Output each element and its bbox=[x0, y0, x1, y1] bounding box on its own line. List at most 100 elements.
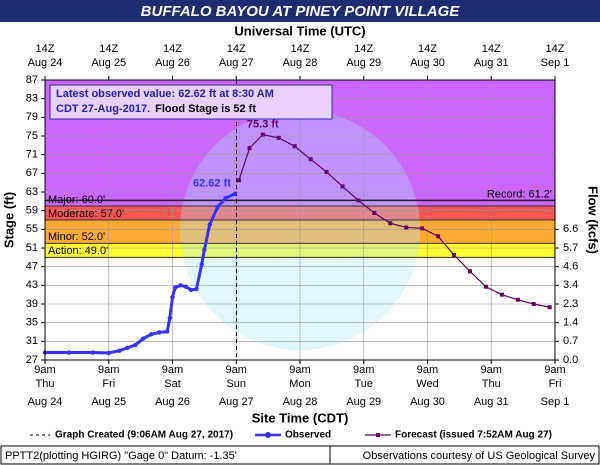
y-tick-label: 83 bbox=[26, 93, 38, 105]
legend-marker bbox=[265, 432, 271, 438]
x-tick-weekday: Fri bbox=[102, 378, 115, 390]
x-tick-date: Aug 29 bbox=[346, 396, 381, 408]
y2-label: Flow (kcfs) bbox=[586, 186, 600, 254]
legend-label: Forecast (issued 7:52AM Aug 27) bbox=[395, 430, 552, 441]
observed-point bbox=[149, 332, 154, 337]
forecast-point bbox=[468, 269, 472, 274]
forecast-point bbox=[436, 234, 441, 239]
x-tick-time: 9am bbox=[481, 364, 502, 376]
x-top-date: Aug 30 bbox=[410, 57, 445, 69]
x-top-utc: 14Z bbox=[36, 43, 55, 55]
forecast-point bbox=[388, 221, 393, 226]
forecast-point bbox=[324, 169, 329, 174]
legend-label: Observed bbox=[285, 430, 331, 441]
x-label: Site Time (CDT) bbox=[252, 410, 349, 425]
value-label: 75.3 ft bbox=[247, 119, 279, 131]
footer-left: PPTT2(plotting HGIRG) "Gage 0" Datum: -1… bbox=[5, 450, 237, 462]
observed-point bbox=[141, 336, 146, 341]
forecast-point bbox=[515, 297, 520, 302]
x-tick-date: Aug 24 bbox=[28, 396, 63, 408]
chart-title: BUFFALO BAYOU AT PINEY POINT VILLAGE bbox=[141, 3, 461, 20]
observed-point bbox=[125, 345, 130, 351]
x-top-utc: 14Z bbox=[99, 43, 118, 55]
legend-marker bbox=[376, 433, 380, 437]
y2-tick-label: 3.4 bbox=[563, 279, 578, 291]
legend-created: Graph Created (9:06AM Aug 27, 2017) bbox=[55, 430, 233, 441]
x-tick-date: Aug 25 bbox=[91, 396, 126, 408]
info-line: Latest observed value: 62.62 ft at 8:30 … bbox=[56, 88, 274, 100]
y2-tick-label: 2.3 bbox=[563, 298, 578, 310]
y-tick-label: 47 bbox=[26, 261, 38, 273]
x-top-date: Sep 1 bbox=[541, 57, 570, 69]
x-tick-time: 9am bbox=[162, 364, 183, 376]
forecast-point bbox=[547, 305, 552, 310]
forecast-point bbox=[531, 302, 536, 306]
forecast-point bbox=[340, 184, 345, 189]
info-flood: Flood Stage is 52 ft bbox=[155, 103, 256, 115]
y-tick-label: 27 bbox=[26, 354, 38, 366]
y-tick-label: 79 bbox=[26, 111, 38, 123]
x-tick-time: 9am bbox=[226, 364, 247, 376]
forecast-point bbox=[483, 284, 488, 289]
x-tick-weekday: Thu bbox=[482, 378, 501, 390]
x-tick-date: Sep 1 bbox=[541, 396, 570, 408]
x-top-utc: 14Z bbox=[291, 43, 310, 55]
y-tick-label: 43 bbox=[26, 279, 38, 291]
observed-point bbox=[66, 350, 72, 355]
forecast-point bbox=[292, 144, 297, 149]
x-tick-time: 9am bbox=[417, 364, 438, 376]
x-top-date: Aug 26 bbox=[155, 57, 190, 69]
observed-point bbox=[215, 204, 220, 210]
observed-point bbox=[170, 294, 175, 300]
x-tick-weekday: Thu bbox=[36, 378, 55, 390]
x-tick-weekday: Wed bbox=[416, 378, 438, 390]
observed-point bbox=[202, 247, 207, 253]
x-top-utc: 14Z bbox=[418, 43, 437, 55]
x-tick-time: 9am bbox=[289, 364, 310, 376]
x-tick-date: Aug 31 bbox=[474, 396, 509, 408]
title-bar bbox=[0, 0, 600, 22]
observed-point bbox=[178, 283, 183, 288]
forecast-point bbox=[372, 211, 377, 215]
x-top-label: Universal Time (UTC) bbox=[234, 23, 365, 38]
y-tick-label: 87 bbox=[26, 74, 38, 86]
info-date: CDT 27-Aug-2017. bbox=[56, 103, 150, 115]
y-tick-label: 63 bbox=[26, 186, 38, 198]
y-tick-label: 39 bbox=[26, 298, 38, 310]
y-tick-label: 31 bbox=[26, 335, 38, 347]
x-tick-date: Aug 30 bbox=[410, 396, 445, 408]
x-tick-weekday: Mon bbox=[289, 378, 310, 390]
forecast-point bbox=[276, 135, 281, 140]
observed-point bbox=[106, 350, 111, 356]
y2-tick-label: 1.4 bbox=[563, 317, 578, 329]
y-tick-label: 71 bbox=[26, 149, 38, 161]
x-tick-date: Aug 26 bbox=[155, 396, 190, 408]
y-tick-label: 67 bbox=[26, 167, 38, 179]
x-top-date: Aug 25 bbox=[91, 57, 126, 69]
y-tick-label: 35 bbox=[26, 317, 38, 329]
observed-point bbox=[164, 329, 170, 334]
y-tick-label: 55 bbox=[26, 223, 38, 235]
footer-right: Observations courtesy of US Geological S… bbox=[363, 450, 596, 462]
x-tick-weekday: Tue bbox=[354, 378, 373, 390]
y2-tick-label: 6.6 bbox=[563, 223, 578, 235]
y2-tick-label: 0.7 bbox=[563, 335, 578, 347]
footer-box bbox=[0, 445, 600, 465]
x-top-date: Aug 27 bbox=[219, 57, 254, 69]
x-top-utc: 14Z bbox=[482, 43, 501, 55]
flood-label: Minor: 52.0' bbox=[48, 231, 105, 243]
record-label: Record: 61.2' bbox=[487, 188, 552, 200]
observed-point bbox=[199, 262, 204, 267]
x-top-utc: 14Z bbox=[163, 43, 182, 55]
observed-point bbox=[167, 315, 173, 321]
y2-tick-label: 5.7 bbox=[563, 242, 578, 254]
observed-point bbox=[207, 222, 212, 227]
x-tick-date: Aug 27 bbox=[219, 396, 254, 408]
y-label: Stage (ft) bbox=[1, 192, 16, 248]
y2-tick-label: 4.6 bbox=[563, 261, 578, 273]
observed-point bbox=[232, 191, 238, 196]
x-top-date: Aug 29 bbox=[346, 57, 381, 69]
y-tick-label: 51 bbox=[26, 242, 38, 254]
plot-border bbox=[44, 79, 556, 361]
